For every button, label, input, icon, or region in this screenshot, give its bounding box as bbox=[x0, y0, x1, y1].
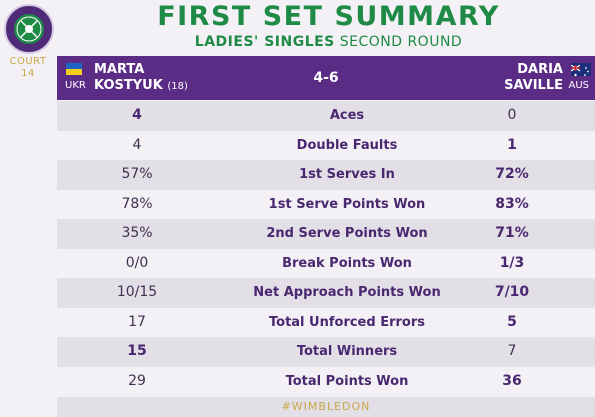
stat-row-double-faults: 4 Double Faults 1 bbox=[57, 130, 595, 160]
stats-table: 4 Aces 0 4 Double Faults 1 57% 1st Serve… bbox=[57, 101, 595, 396]
stat-row-first-serves-in: 57% 1st Serves In 72% bbox=[57, 160, 595, 190]
player1-value: 57% bbox=[121, 166, 153, 182]
set-score: 4-6 bbox=[313, 70, 339, 86]
stat-label: Break Points Won bbox=[282, 255, 412, 271]
player2-value: 36 bbox=[502, 372, 522, 389]
stat-row-net-approach-points-won: 10/15 Net Approach Points Won 7/10 bbox=[57, 278, 595, 308]
ukraine-flag-icon bbox=[66, 63, 82, 75]
player1-first-name: MARTA bbox=[94, 62, 145, 77]
player2-value: 71% bbox=[495, 225, 529, 241]
stat-row-total-points-won: 29 Total Points Won 36 bbox=[57, 366, 595, 396]
stat-label: Net Approach Points Won bbox=[253, 285, 441, 300]
stat-label: Total Points Won bbox=[285, 373, 409, 389]
event-name: LADIES' SINGLES bbox=[194, 34, 335, 50]
stat-row-total-unforced-errors: 17 Total Unforced Errors 5 bbox=[57, 307, 595, 337]
stat-row-break-points-won: 0/0 Break Points Won 1/3 bbox=[57, 248, 595, 278]
player2-value: 72% bbox=[495, 166, 529, 182]
court-label: COURT bbox=[9, 56, 47, 67]
stat-row-first-serve-points-won: 78% 1st Serve Points Won 83% bbox=[57, 189, 595, 219]
stat-row-total-winners: 15 Total Winners 7 bbox=[57, 337, 595, 367]
australia-flag-icon bbox=[570, 63, 591, 77]
player2-first-name: DARIA bbox=[517, 62, 563, 77]
player2-value: 1 bbox=[507, 136, 517, 153]
stat-row-second-serve-points-won: 35% 2nd Serve Points Won 71% bbox=[57, 219, 595, 249]
player1-value: 4 bbox=[132, 136, 142, 153]
stat-label: Double Faults bbox=[296, 137, 398, 153]
stat-label: 2nd Serve Points Won bbox=[266, 226, 428, 241]
player2-value: 1/3 bbox=[499, 254, 525, 271]
court-number: 14 bbox=[21, 68, 35, 79]
wimbledon-logo bbox=[4, 4, 54, 54]
player1-value: 0/0 bbox=[125, 254, 149, 271]
stat-row-aces: 4 Aces 0 bbox=[57, 101, 595, 131]
player2-value: 0 bbox=[507, 107, 517, 123]
player1-value: 78% bbox=[121, 195, 153, 212]
player1-value: 10/15 bbox=[116, 284, 158, 300]
player2-last-name: SAVILLE bbox=[504, 78, 563, 93]
players-header: MARTA KOSTYUK (18) UKR 4-6 DARIA SAVILLE… bbox=[57, 56, 595, 100]
hashtag: #WIMBLEDON bbox=[57, 397, 595, 417]
player2-country-code: AUS bbox=[568, 80, 589, 91]
player1-value: 29 bbox=[128, 372, 146, 389]
stat-label: 1st Serve Points Won bbox=[268, 196, 426, 212]
player1-surname: KOSTYUK bbox=[94, 78, 163, 93]
player1-last-name: KOSTYUK (18) bbox=[94, 78, 188, 94]
player1-value: 17 bbox=[128, 313, 146, 330]
player1-value: 35% bbox=[121, 225, 153, 241]
player1-seed: (18) bbox=[167, 81, 188, 92]
player1-country-code: UKR bbox=[65, 80, 86, 91]
page-title: FIRST SET SUMMARY bbox=[157, 1, 500, 32]
player2-value: 7 bbox=[507, 343, 517, 359]
stat-label: Total Unforced Errors bbox=[269, 314, 425, 330]
player1-value: 15 bbox=[127, 343, 147, 359]
stat-label: Total Winners bbox=[296, 344, 398, 359]
stat-label: 1st Serves In bbox=[299, 167, 395, 182]
player2-value: 7/10 bbox=[494, 284, 530, 300]
subtitle: LADIES' SINGLES SECOND ROUND bbox=[62, 33, 595, 51]
stat-label: Aces bbox=[329, 108, 365, 123]
player2-value: 83% bbox=[495, 195, 529, 212]
round-name: SECOND ROUND bbox=[339, 34, 463, 50]
player2-value: 5 bbox=[507, 313, 517, 330]
player1-value: 4 bbox=[132, 107, 142, 123]
